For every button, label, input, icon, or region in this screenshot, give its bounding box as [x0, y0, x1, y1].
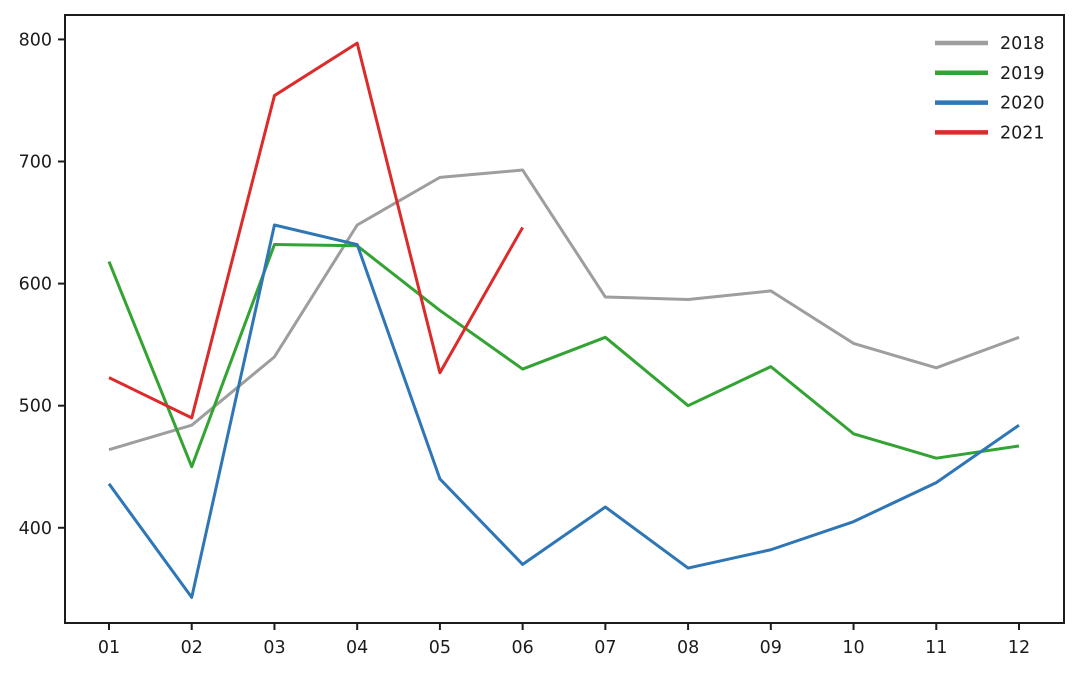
legend-label-2019: 2019	[1000, 64, 1045, 84]
x-axis-tick-label: 09	[760, 638, 782, 658]
x-axis-tick-label: 10	[842, 638, 864, 658]
y-axis-tick-label: 400	[19, 519, 52, 539]
legend-label-2018: 2018	[1000, 34, 1045, 54]
legend-label-2020: 2020	[1000, 94, 1045, 114]
x-axis-tick-label: 03	[263, 638, 285, 658]
y-axis-tick-label: 700	[19, 153, 52, 173]
series-line-2018	[108, 168, 1020, 452]
x-axis-tick-label: 02	[181, 638, 203, 658]
x-axis-tick-label: 11	[925, 638, 947, 658]
series-line-2021	[108, 41, 524, 420]
x-axis-tick-label: 01	[98, 638, 120, 658]
y-axis-tick-label: 600	[19, 275, 52, 295]
series-line-2020	[107, 223, 1020, 599]
y-axis-tick-label: 500	[19, 397, 52, 417]
x-axis-tick-label: 12	[1008, 638, 1030, 658]
y-axis-tick-label: 800	[19, 30, 52, 50]
x-axis-tick-label: 07	[594, 638, 616, 658]
x-axis-tick-label: 04	[346, 638, 368, 658]
x-axis-tick-label: 05	[429, 638, 451, 658]
x-axis-tick-label: 08	[677, 638, 699, 658]
plot-area-spines	[64, 14, 1065, 624]
x-axis-tick-label: 06	[511, 638, 533, 658]
legend-label-2021: 2021	[1000, 123, 1045, 143]
